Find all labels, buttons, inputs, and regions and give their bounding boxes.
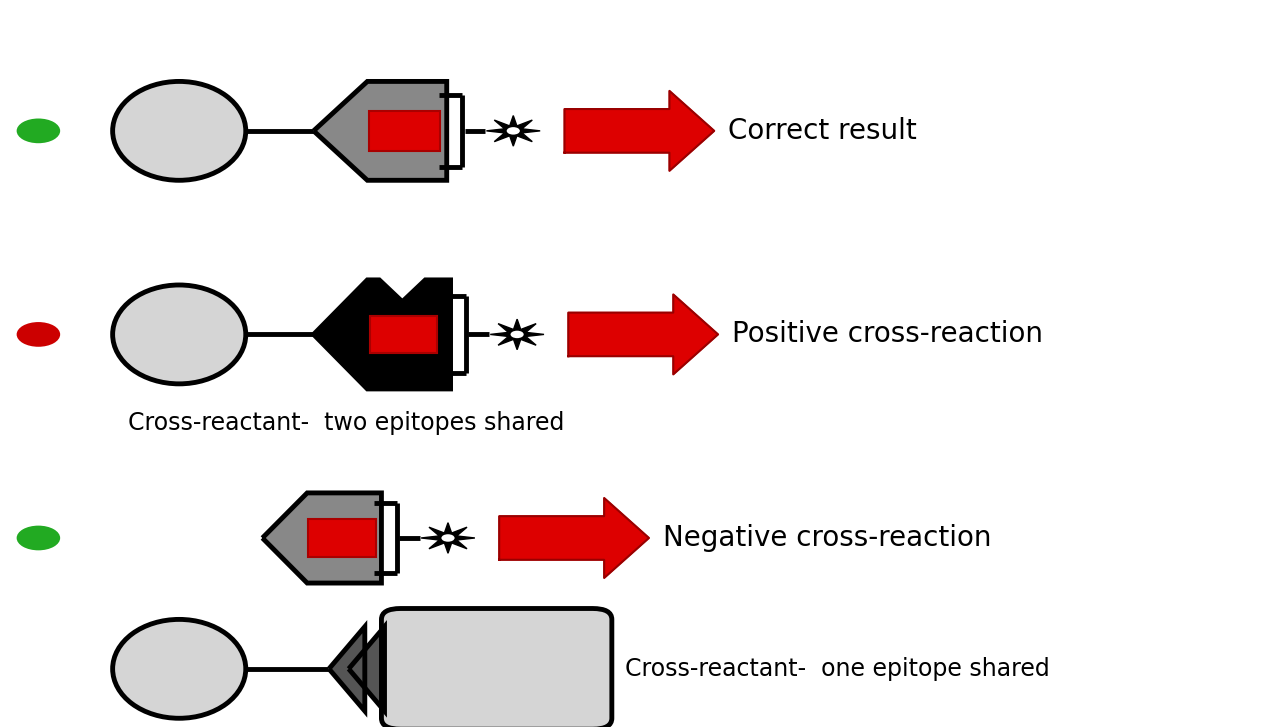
Polygon shape (568, 294, 718, 374)
Polygon shape (564, 91, 714, 171)
Ellipse shape (113, 285, 246, 384)
Bar (307, 519, 376, 557)
Polygon shape (262, 493, 381, 583)
Circle shape (507, 127, 520, 134)
Polygon shape (314, 280, 451, 389)
Circle shape (17, 119, 60, 143)
Polygon shape (490, 319, 544, 350)
Circle shape (17, 526, 60, 550)
Circle shape (442, 534, 454, 542)
Polygon shape (348, 627, 384, 711)
Polygon shape (329, 627, 365, 711)
Circle shape (17, 322, 60, 347)
Bar (370, 316, 436, 353)
Polygon shape (486, 116, 540, 146)
Text: Cross-reactant-  two epitopes shared: Cross-reactant- two epitopes shared (128, 411, 564, 435)
Text: Positive cross-reaction: Positive cross-reaction (732, 321, 1043, 348)
Polygon shape (499, 498, 649, 578)
Polygon shape (314, 81, 447, 180)
Ellipse shape (113, 619, 246, 718)
Bar (369, 111, 440, 150)
Circle shape (511, 331, 524, 338)
Polygon shape (421, 523, 475, 553)
FancyBboxPatch shape (381, 608, 612, 727)
Text: Negative cross-reaction: Negative cross-reaction (663, 524, 992, 552)
Text: Correct result: Correct result (728, 117, 916, 145)
Ellipse shape (113, 81, 246, 180)
Text: Cross-reactant-  one epitope shared: Cross-reactant- one epitope shared (625, 656, 1050, 681)
